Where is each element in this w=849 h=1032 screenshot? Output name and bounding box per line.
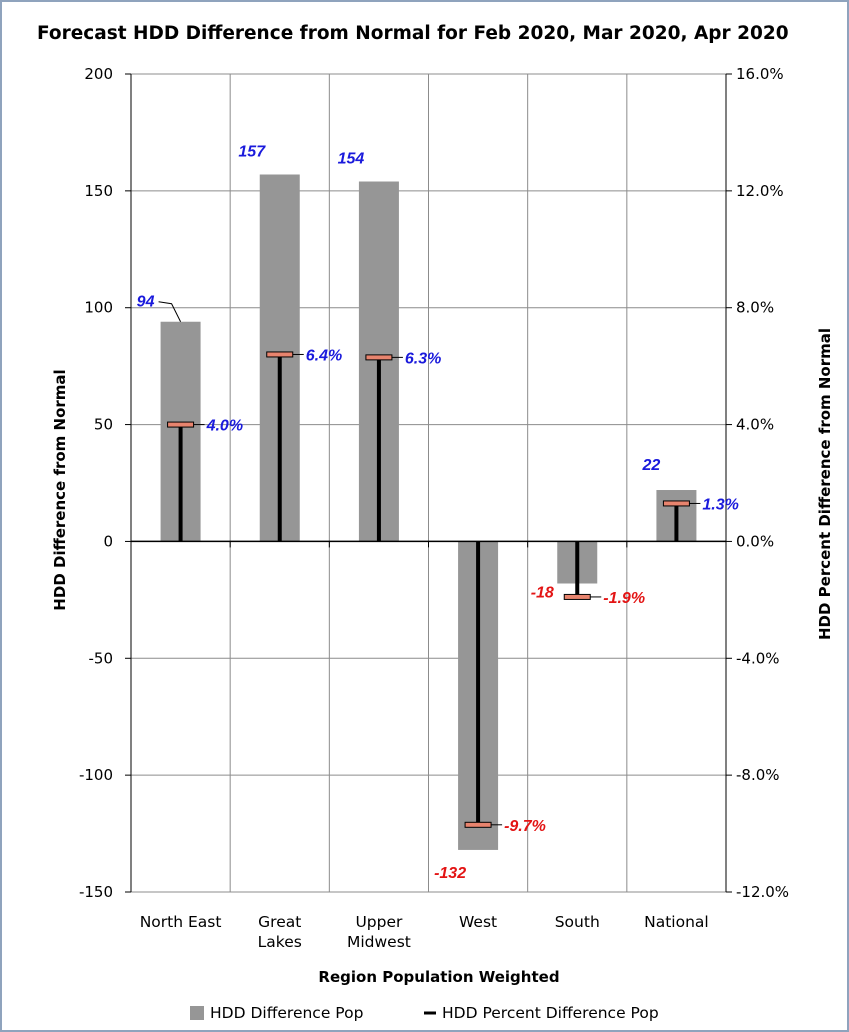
percent-value-label: -1.9% bbox=[603, 590, 645, 607]
data-labels: 94 157 154 -132 -18 22 4.0% 6.4% 6.3% -9.7% -1.9% 1… bbox=[137, 143, 739, 881]
percent-value-label: 4.0% bbox=[206, 418, 243, 435]
percent-cap bbox=[464, 821, 492, 828]
percent-cap bbox=[662, 500, 690, 507]
y2-axis-title: HDD Percent Difference from Normal bbox=[816, 328, 834, 640]
legend: HDD Difference Pop HDD Percent Differenc… bbox=[190, 1004, 659, 1022]
category-label: Upper Midwest bbox=[347, 913, 411, 951]
y-tick-label: 150 bbox=[84, 182, 113, 200]
y2-tick-label: 12.0% bbox=[736, 182, 784, 200]
percent-cap bbox=[365, 354, 393, 361]
y2-tick-label: 0.0% bbox=[736, 532, 774, 550]
category-label: West bbox=[459, 913, 497, 931]
category-label: National bbox=[644, 913, 709, 931]
y-tick-label: -50 bbox=[89, 649, 114, 667]
percent-cap bbox=[167, 421, 195, 428]
y-tick-label: 100 bbox=[84, 299, 113, 317]
y-tick-label: -100 bbox=[79, 766, 113, 784]
chart-title: Forecast HDD Difference from Normal for … bbox=[37, 23, 789, 44]
y2-tick-label: 16.0% bbox=[736, 65, 784, 83]
y2-tick-label: 8.0% bbox=[736, 299, 774, 317]
percent-value-label: 6.4% bbox=[306, 347, 342, 364]
y-tick-label: -150 bbox=[79, 883, 113, 901]
bar-value-label: -132 bbox=[434, 865, 466, 882]
bar-value-label: 157 bbox=[238, 143, 266, 160]
zero-line bbox=[130, 540, 727, 548]
percent-value-label: 1.3% bbox=[702, 496, 738, 513]
percent-value-label: 6.3% bbox=[405, 350, 441, 367]
legend-swatch-bar bbox=[190, 1006, 204, 1020]
category-label: North East bbox=[140, 913, 222, 931]
category-label: South bbox=[555, 913, 600, 931]
y2-tick-label: -12.0% bbox=[736, 883, 789, 901]
bar-value-label: -18 bbox=[531, 584, 554, 601]
y-axis-title: HDD Difference from Normal bbox=[51, 369, 69, 610]
y-tick-label: 0 bbox=[103, 532, 113, 550]
percent-series bbox=[167, 351, 690, 828]
bar-value-label: 22 bbox=[642, 457, 661, 474]
legend-label-line: HDD Percent Difference Pop bbox=[442, 1004, 659, 1022]
grid bbox=[130, 73, 727, 893]
axes: 200 16.0% 150 12.0% 100 8.0% 50 4.0% 0 0.0% -50 -4.… bbox=[79, 65, 789, 951]
legend-label-bar: HDD Difference Pop bbox=[210, 1004, 363, 1022]
percent-cap bbox=[266, 351, 294, 358]
y2-tick-label: -8.0% bbox=[736, 766, 780, 784]
y2-tick-label: 4.0% bbox=[736, 416, 774, 434]
bar-label-leader bbox=[158, 301, 182, 322]
y-tick-label: 200 bbox=[84, 65, 113, 83]
x-axis-title: Region Population Weighted bbox=[318, 968, 559, 986]
y-tick-label: 50 bbox=[94, 416, 113, 434]
bar-value-label: 94 bbox=[137, 294, 155, 311]
y2-tick-label: -4.0% bbox=[736, 649, 780, 667]
bar-value-label: 154 bbox=[338, 151, 365, 168]
percent-value-label: -9.7% bbox=[504, 818, 546, 835]
category-label: Great Lakes bbox=[258, 913, 302, 951]
percent-cap bbox=[563, 593, 591, 600]
